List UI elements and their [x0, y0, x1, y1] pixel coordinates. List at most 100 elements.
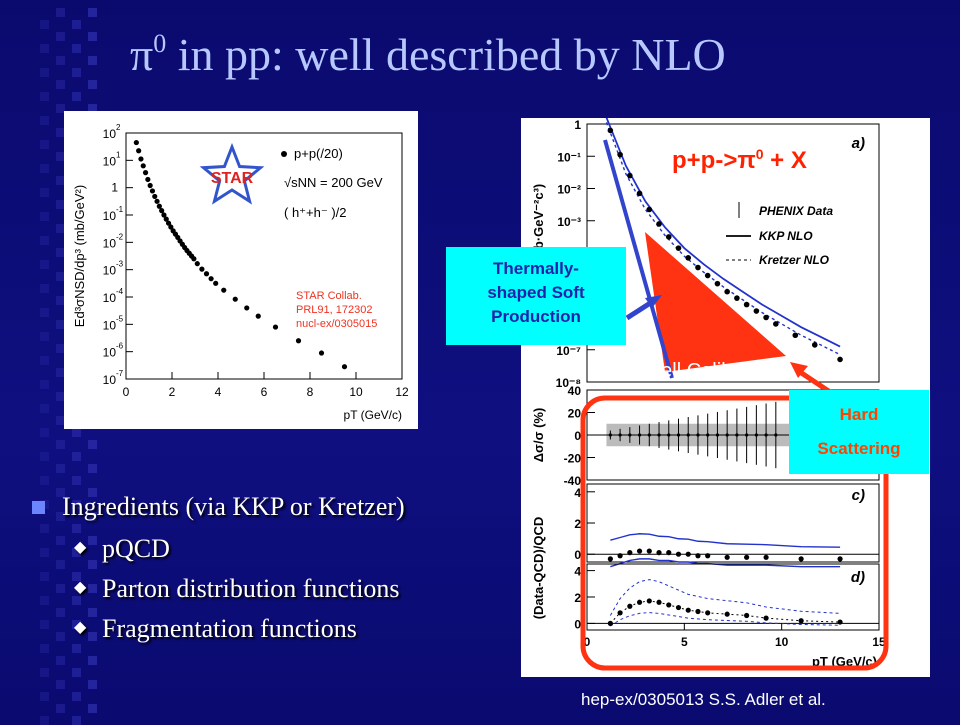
y-tick-label: 0 [574, 429, 581, 443]
legend-label: p+p(/20) [294, 146, 343, 161]
panel-label: c) [852, 487, 865, 504]
y-tick-label: 10 [103, 264, 117, 278]
data-point [136, 148, 142, 154]
data-point [773, 321, 779, 327]
data-point [145, 176, 151, 183]
y-tick-label: 10 [103, 373, 117, 387]
y-tick-exp: -4 [116, 287, 124, 296]
data-point [754, 433, 758, 437]
legend-label: KKP NLO [759, 229, 813, 243]
data-point [636, 190, 643, 197]
data-point [163, 216, 169, 222]
data-point [194, 261, 200, 267]
y-axis-label: Ed³σNSD/dp³ (mb/GeV²) [72, 185, 87, 327]
data-point [154, 198, 160, 204]
x-tick-label: 5 [681, 635, 688, 649]
data-point [734, 295, 740, 301]
y-tick-label: 20 [568, 407, 582, 421]
y-tick-label: 10 [103, 209, 117, 223]
data-point [763, 615, 769, 621]
y-tick-label: 10⁻¹ [557, 150, 581, 164]
bullet-ingredients: Ingredients (via KKP or Kretzer) [30, 492, 405, 522]
data-point [745, 433, 749, 437]
data-point [607, 127, 614, 134]
x-tick-label: 10 [775, 635, 789, 649]
data-point [657, 433, 661, 437]
y-tick-label: 10 [103, 318, 117, 332]
data-point [607, 620, 613, 626]
data-point [149, 188, 156, 194]
data-point [156, 203, 162, 209]
data-point [627, 172, 633, 179]
data-point [837, 619, 843, 625]
data-point [666, 550, 672, 556]
y-tick-exp: -1 [116, 205, 124, 214]
x-tick-label: 8 [307, 385, 314, 399]
y-tick-exp: -3 [116, 260, 124, 269]
x-tick-label: 6 [261, 385, 268, 399]
data-point [138, 156, 144, 162]
credit-text: hep-ex/0305013 S.S. Adler et al. [581, 690, 826, 709]
data-point [744, 612, 750, 619]
data-point [763, 314, 769, 321]
y-tick-label: 10 [103, 291, 117, 305]
well-calibrated-label: “Well Calibrated” [636, 360, 785, 382]
y-tick-label: -40 [564, 474, 582, 488]
data-point [667, 433, 671, 437]
data-point [646, 206, 653, 213]
x-tick-label: 10 [349, 385, 363, 399]
data-point [213, 280, 219, 286]
legend-label: Kretzer NLO [759, 253, 830, 267]
x-tick-label: 0 [584, 635, 591, 649]
data-point [647, 433, 651, 437]
hard-scattering-callout: Hard Scattering [789, 390, 929, 474]
data-point [675, 604, 682, 611]
collab-text: nucl-ex/0305015 [296, 318, 377, 330]
data-point [295, 338, 302, 344]
y-tick-label: 4 [574, 486, 581, 500]
data-point [798, 556, 804, 562]
legend-energy: √sNN = 200 GeV [284, 175, 383, 190]
y-tick-label: 1 [111, 181, 118, 195]
data-point [636, 548, 643, 554]
y-tick-label: 10⁻⁸ [556, 376, 581, 390]
x-tick-label: 0 [123, 385, 130, 399]
data-point [168, 224, 174, 230]
y-tick-label: 10⁻³ [557, 215, 581, 229]
kkp-band-upper [610, 533, 841, 548]
data-point [705, 610, 711, 616]
x-tick-label: 4 [215, 385, 222, 399]
data-point [232, 296, 238, 302]
data-point [665, 234, 672, 240]
y-axis-label: Δσ/σ (%) [531, 408, 546, 463]
data-point [675, 245, 682, 251]
bullet-list: Ingredients (via KKP or Kretzer) pQCD Pa… [30, 492, 405, 654]
data-point [706, 433, 710, 437]
data-point [152, 193, 158, 200]
data-point [191, 256, 197, 262]
bullet-pqcd: pQCD [30, 534, 405, 564]
x-tick-label: 15 [872, 635, 886, 649]
data-point [165, 220, 172, 226]
data-point [161, 212, 167, 218]
data-point [618, 433, 622, 437]
y-tick-label: 0 [574, 617, 581, 631]
y-tick-label: 40 [568, 384, 582, 398]
data-point [133, 139, 139, 146]
data-point [272, 324, 279, 330]
slide-title: π0 in pp: well described by NLO [130, 29, 726, 80]
bullet-pdf: Parton distribution functions [30, 574, 405, 604]
data-point [725, 433, 729, 437]
data-point [159, 208, 165, 214]
x-tick-label: 12 [395, 385, 409, 399]
data-point [675, 551, 682, 557]
data-point [244, 305, 250, 311]
data-point [724, 611, 730, 617]
data-point [617, 610, 623, 616]
data-point [636, 599, 643, 605]
kkp-band-lower [610, 558, 841, 568]
reaction-label: p+p->π0 + X [672, 146, 807, 174]
y-tick-exp: 1 [116, 150, 121, 159]
data-point [774, 433, 778, 437]
data-point [724, 554, 730, 560]
